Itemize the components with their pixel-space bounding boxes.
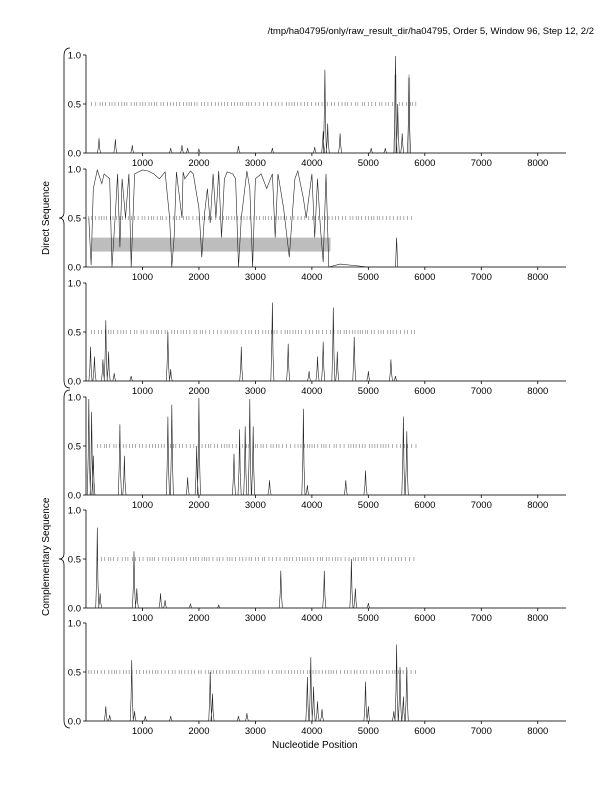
score-line: [86, 527, 566, 609]
x-tick-label: 7000: [471, 613, 492, 624]
x-tick-label: 1000: [132, 613, 153, 624]
x-tick-label: 6000: [414, 726, 435, 737]
shaded-region: [394, 74, 397, 153]
x-tick-label: 1000: [132, 386, 153, 397]
score-line: [86, 644, 566, 722]
x-tick-label: 4000: [301, 613, 322, 624]
panel-2: 0.0 0.5 1.0 1000 2000 3000 4000 5000 6000 7000 800…: [68, 165, 566, 283]
x-tick-label: 6000: [414, 158, 435, 169]
x-tick-label: 4000: [301, 272, 322, 283]
x-tick-label: 7000: [471, 726, 492, 737]
y-tick-label: 0.0: [68, 491, 81, 502]
x-tick-label: 5000: [358, 500, 379, 511]
x-axis-label: Nucleotide Position: [272, 740, 358, 751]
x-tick-label: 6000: [414, 272, 435, 283]
y-tick-label: 0.5: [68, 555, 81, 566]
x-tick-label: 5000: [358, 613, 379, 624]
panel-4: 0.0 0.5 1.0 1000 2000 3000 4000 5000 6000 7000 800…: [68, 393, 566, 511]
x-tick-label: 3000: [245, 272, 266, 283]
x-tick-label: 2000: [188, 613, 209, 624]
x-tick-label: 5000: [358, 386, 379, 397]
x-tick-label: 2000: [188, 158, 209, 169]
shaded-region: [407, 74, 411, 153]
direct-sequence-brace: [58, 47, 71, 389]
x-tick-label: 6000: [414, 613, 435, 624]
x-tick-label: 6000: [414, 386, 435, 397]
y-tick-label: 0.0: [68, 263, 81, 274]
panel-3: 0.0 0.5 1.0 1000 2000 3000 4000 5000 6000 7000 800…: [68, 279, 566, 397]
x-tick-label: 1000: [132, 272, 153, 283]
score-line: [88, 168, 566, 268]
x-tick-label: 2000: [188, 272, 209, 283]
x-tick-label: 4000: [301, 500, 322, 511]
y-tick-label: 1.0: [68, 51, 81, 62]
x-tick-label: 3000: [245, 158, 266, 169]
x-tick-label: 8000: [527, 272, 548, 283]
y-tick-label: 1.0: [68, 393, 81, 404]
plot-header: /tmp/ha04795/only/raw_result_dir/ha04795…: [267, 26, 594, 37]
y-tick-label: 0.5: [68, 100, 81, 111]
x-tick-label: 5000: [358, 726, 379, 737]
x-tick-label: 6000: [414, 500, 435, 511]
group-braces: [58, 47, 71, 729]
y-tick-label: 0.0: [68, 717, 81, 728]
x-tick-label: 8000: [527, 726, 548, 737]
y-tick-label: 0.0: [68, 604, 81, 615]
x-tick-label: 3000: [245, 613, 266, 624]
y-tick-label: 1.0: [68, 165, 81, 176]
score-line: [86, 397, 566, 496]
y-tick-label: 0.0: [68, 149, 81, 160]
x-tick-label: 1000: [132, 158, 153, 169]
y-tick-label: 0.5: [68, 668, 81, 679]
x-tick-label: 3000: [245, 726, 266, 737]
x-tick-label: 8000: [527, 386, 548, 397]
y-tick-label: 1.0: [68, 619, 81, 630]
x-tick-label: 7000: [471, 272, 492, 283]
y-tick-label: 0.0: [68, 377, 81, 388]
x-tick-label: 2000: [188, 500, 209, 511]
y-tick-label: 0.5: [68, 442, 81, 453]
x-tick-label: 1000: [132, 726, 153, 737]
shaded-region: [91, 237, 331, 252]
x-tick-label: 2000: [188, 386, 209, 397]
score-line: [86, 55, 566, 154]
score-line: [86, 302, 566, 382]
x-tick-label: 8000: [527, 613, 548, 624]
chart-panels: 0.0 0.5 1.0 1000 2000 3000 4000 5000 6000 7000 800…: [68, 51, 566, 737]
panel-1: 0.0 0.5 1.0 1000 2000 3000 4000 5000 6000 7000 800…: [68, 51, 566, 169]
x-tick-label: 4000: [301, 726, 322, 737]
y-tick-label: 1.0: [68, 506, 81, 517]
y-tick-label: 0.5: [68, 214, 81, 225]
y-tick-label: 0.5: [68, 328, 81, 339]
x-tick-label: 2000: [188, 726, 209, 737]
x-tick-label: 8000: [527, 500, 548, 511]
x-tick-label: 7000: [471, 500, 492, 511]
x-tick-label: 4000: [301, 386, 322, 397]
x-tick-label: 3000: [245, 386, 266, 397]
panel-5: 0.0 0.5 1.0 1000 2000 3000 4000 5000 6000 7000 800…: [68, 506, 566, 624]
panel-6: 0.0 0.5 1.0 1000 2000 3000 4000 5000 6000 7000 800…: [68, 619, 566, 737]
x-tick-label: 4000: [301, 158, 322, 169]
x-tick-label: 1000: [132, 500, 153, 511]
y-tick-label: 1.0: [68, 279, 81, 290]
x-tick-label: 7000: [471, 158, 492, 169]
x-tick-label: 5000: [358, 272, 379, 283]
x-tick-label: 7000: [471, 386, 492, 397]
x-tick-label: 8000: [527, 158, 548, 169]
complementary-sequence-brace: [58, 389, 71, 729]
x-tick-label: 5000: [358, 158, 379, 169]
x-tick-label: 3000: [245, 500, 266, 511]
